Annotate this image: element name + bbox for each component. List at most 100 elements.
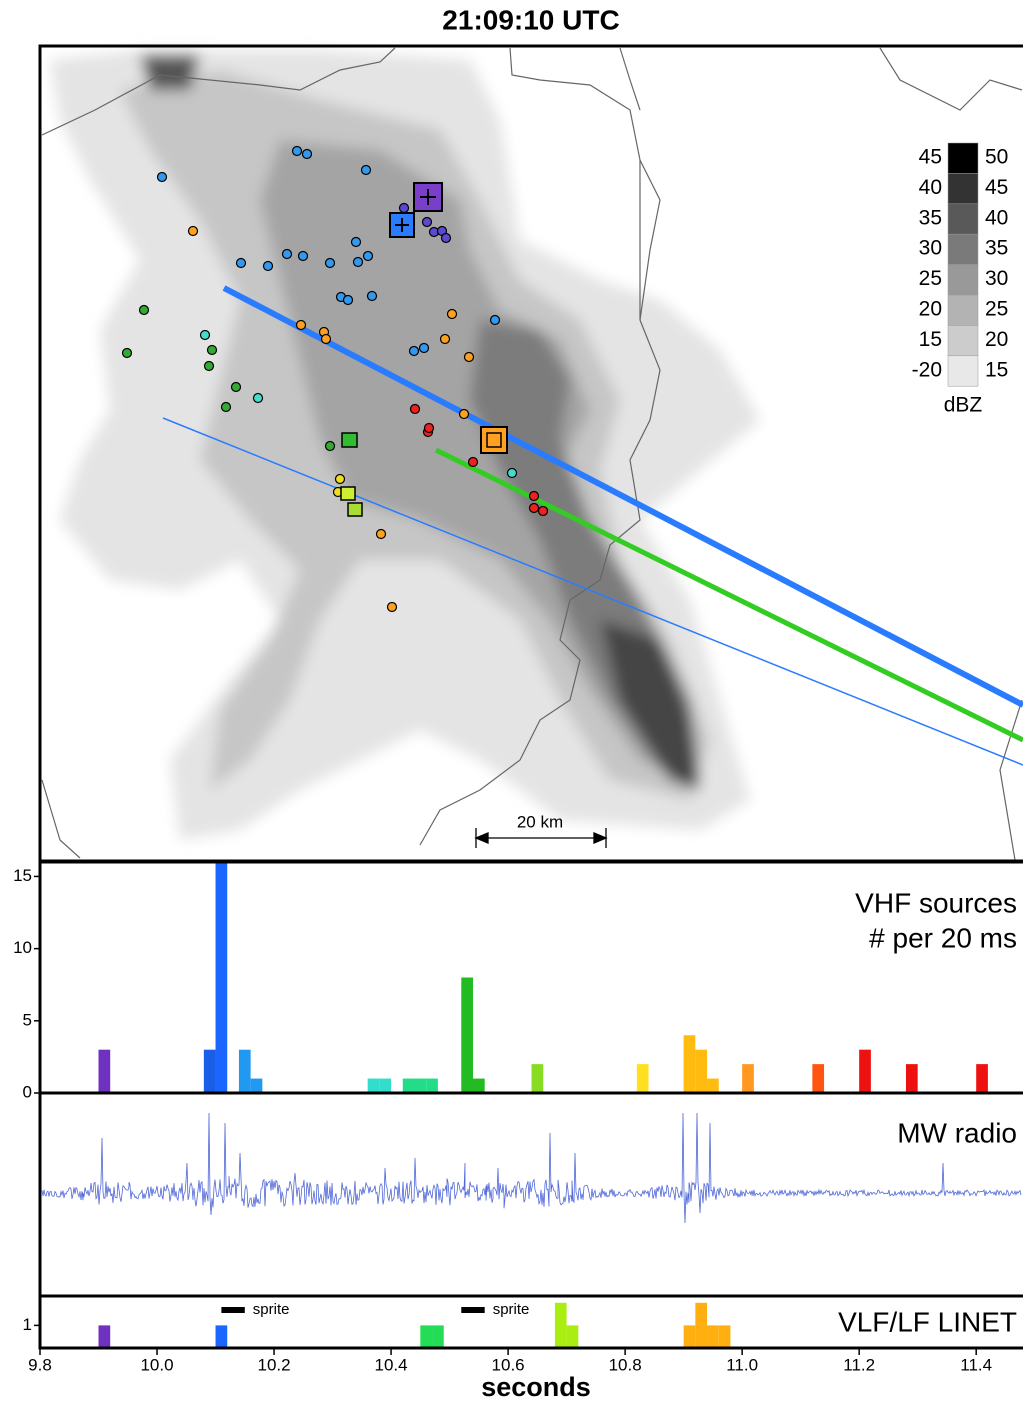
sources <box>121 145 549 613</box>
source-dot <box>352 256 364 268</box>
source-square <box>340 486 356 501</box>
bar <box>976 1064 988 1093</box>
source-dot <box>334 473 346 485</box>
chart-title: 21:09:10 UTC <box>442 4 619 35</box>
source-dot <box>463 351 475 363</box>
bar <box>742 1064 754 1093</box>
panel-label: # per 20 ms <box>869 922 1017 953</box>
bar <box>707 1078 719 1093</box>
bar <box>636 1064 649 1093</box>
bar <box>859 1049 871 1093</box>
source-dot <box>206 344 218 356</box>
source-dot <box>528 502 540 514</box>
cross <box>420 189 436 205</box>
bar <box>531 1064 544 1093</box>
source-dot <box>230 381 242 393</box>
colorbar-tick-label: 45 <box>919 146 942 169</box>
colorbar-swatch <box>947 233 979 265</box>
colorbar-tick-label: 20 <box>919 298 942 321</box>
panel-label: VLF/LF LINET <box>838 1306 1017 1337</box>
colorbar-label: dBZ <box>944 394 983 417</box>
source-dot <box>262 260 274 272</box>
bar <box>98 1325 111 1348</box>
source-dot <box>199 329 211 341</box>
bar <box>203 1049 216 1093</box>
source-dot <box>350 236 362 248</box>
colorbar-tick-label: 35 <box>919 206 942 229</box>
source-square <box>486 432 502 448</box>
source-dot <box>467 456 479 468</box>
source-dot <box>235 257 247 269</box>
colorbar-swatch <box>947 294 979 326</box>
colorbar-tick-label: 20 <box>985 328 1008 351</box>
sprite-marker <box>221 1307 245 1313</box>
source-dot <box>156 171 168 183</box>
source-dot <box>295 319 307 331</box>
bar <box>98 1049 111 1093</box>
source-dot <box>291 145 303 157</box>
panel-frame <box>38 1091 1023 1298</box>
source-dot <box>301 148 313 160</box>
bar <box>367 1078 380 1093</box>
source-dot <box>528 490 540 502</box>
bar <box>215 1325 228 1348</box>
source-dot <box>421 216 433 228</box>
source-dot <box>398 202 410 214</box>
borders <box>41 47 1023 861</box>
x-tick-label: 10.6 <box>492 1355 525 1374</box>
colorbar-tick-label: 45 <box>985 176 1008 199</box>
source-dot <box>458 408 470 420</box>
scale-bar <box>474 828 608 848</box>
bar <box>461 977 473 1093</box>
colorbar-tick-label: 50 <box>985 146 1008 169</box>
colorbar-swatch <box>947 203 979 235</box>
y-tick-label: 15 <box>13 866 32 885</box>
colorbar-tick-label: 15 <box>985 358 1008 381</box>
scale-label: 20 km <box>517 812 563 831</box>
bar <box>718 1325 731 1348</box>
bar <box>379 1078 392 1093</box>
panel-label: MW radio <box>897 1117 1017 1148</box>
bar <box>554 1302 567 1348</box>
annotation: sprite <box>493 1301 530 1318</box>
colorbar-tick-label: 40 <box>919 176 942 199</box>
source-dot <box>537 505 549 517</box>
bar <box>905 1064 918 1093</box>
annotation: sprite <box>253 1301 290 1318</box>
colorbar-swatch <box>947 325 979 357</box>
source-dot <box>203 360 215 372</box>
x-tick-label: 11.4 <box>960 1355 992 1374</box>
x-tick-label: 11.0 <box>726 1355 758 1374</box>
panel-frame <box>38 1294 1023 1350</box>
source-dot <box>408 345 420 357</box>
bar <box>426 1078 438 1093</box>
colorbar-tick-label: 35 <box>985 237 1008 260</box>
source-dot <box>297 250 309 262</box>
source-dot <box>360 164 372 176</box>
source-dot <box>440 232 452 244</box>
beam <box>162 417 1023 766</box>
colorbar-tick-label: 30 <box>985 267 1008 290</box>
x-tick-label: 10.2 <box>258 1355 291 1374</box>
bar <box>238 1049 251 1093</box>
bar <box>812 1064 825 1093</box>
bar <box>250 1078 263 1093</box>
bar <box>566 1325 579 1348</box>
colorbar-swatch <box>947 264 979 296</box>
source-dot <box>281 248 293 260</box>
source-dot <box>489 314 501 326</box>
source-dot <box>187 225 199 237</box>
colorbar-tick-label: 25 <box>985 298 1008 321</box>
source-dot <box>324 257 336 269</box>
source-dot <box>375 528 387 540</box>
bar <box>707 1325 719 1348</box>
y-tick-label: 5 <box>23 1010 32 1029</box>
source-dot <box>446 308 458 320</box>
bar <box>215 862 228 1093</box>
y-tick-label: 10 <box>13 938 32 957</box>
bar <box>402 1078 415 1093</box>
source-dot <box>320 333 332 345</box>
x-tick-label: 10.8 <box>609 1355 642 1374</box>
